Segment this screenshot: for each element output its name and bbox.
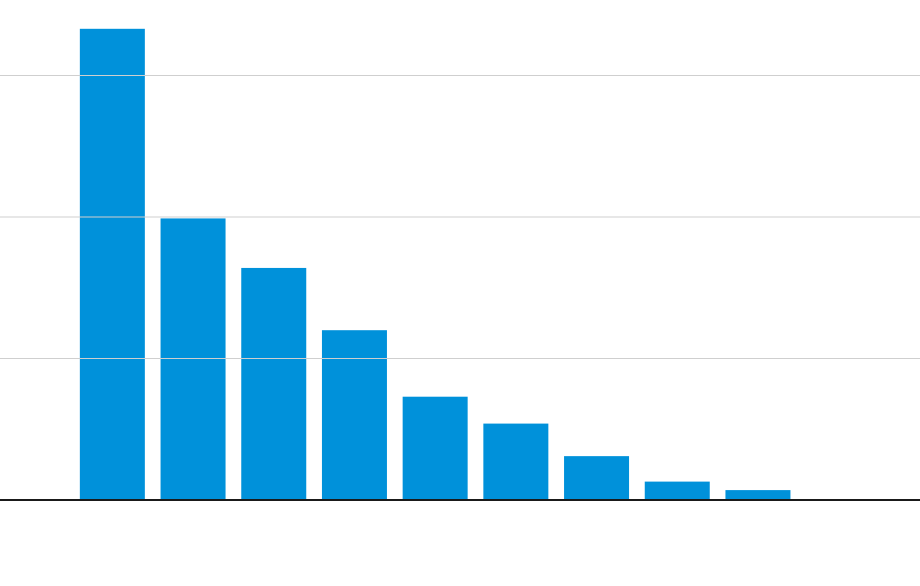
- bar: [725, 490, 791, 500]
- bar: [241, 267, 307, 500]
- bar: [321, 330, 387, 500]
- bar: [644, 481, 710, 500]
- bar: [79, 28, 145, 501]
- bar: [402, 396, 468, 500]
- bar: [564, 456, 630, 500]
- bar: [483, 423, 549, 500]
- bar: [160, 218, 226, 501]
